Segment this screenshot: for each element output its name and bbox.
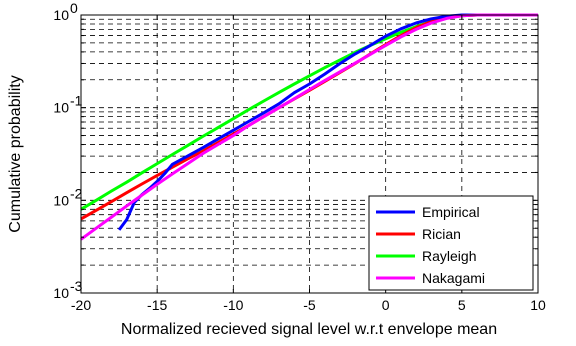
y-axis-label: Cumulative probability [7,75,24,232]
x-tick-label: -20 [71,297,91,313]
y-tick-exponent: -2 [70,185,83,201]
y-tick-label: 10 [53,192,69,208]
x-tick-label: 5 [458,297,466,313]
x-tick-label: -15 [147,297,167,313]
y-tick-exponent: 0 [70,0,78,16]
y-tick-label: 10 [53,100,69,116]
legend-label-rayleigh: Rayleigh [422,248,476,264]
legend: Empirical Rician Rayleigh Nakagami [368,195,534,291]
y-tick-label: 10 [53,285,69,301]
series-line-nakagami [80,13,538,241]
y-tick-label: 10 [53,7,69,23]
x-tick-label: -5 [303,297,316,313]
legend-label-nakagami: Nakagami [422,270,485,286]
legend-label-rician: Rician [422,226,461,242]
series-line-empirical [117,13,538,231]
legend-label-empirical: Empirical [422,204,480,220]
y-tick-exponent: -3 [70,278,83,294]
x-axis-label: Normalized recieved signal level w.r.t e… [121,321,497,338]
x-tick-label: -10 [223,297,243,313]
y-tick-exponent: -1 [70,93,83,109]
series-layer [80,13,538,241]
x-tick-label: 0 [382,297,390,313]
x-tick-label: 10 [530,297,546,313]
